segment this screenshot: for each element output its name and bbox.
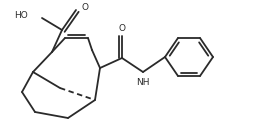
Text: O: O xyxy=(118,24,125,33)
Text: O: O xyxy=(82,3,89,12)
Text: NH: NH xyxy=(136,78,150,87)
Text: HO: HO xyxy=(14,12,28,21)
